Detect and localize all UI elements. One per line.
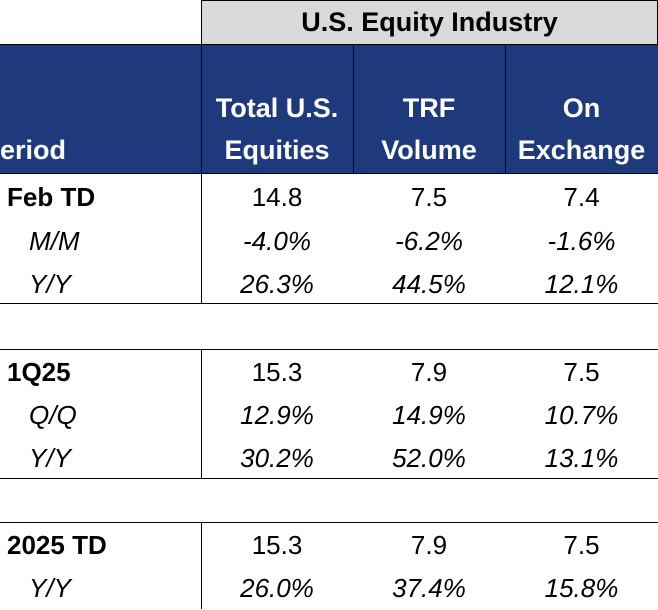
- trf-volume-value: 44.5%: [392, 268, 466, 299]
- row-label: Y/Y: [29, 572, 71, 603]
- total-equities-value: 26.0%: [240, 572, 314, 603]
- row-divider: [201, 522, 202, 609]
- on-exchange-value: -1.6%: [547, 225, 616, 256]
- row-label: Feb TD: [7, 181, 96, 212]
- column-header-total-equities: Total U.S. Equities: [215, 93, 339, 165]
- column-header-period: eriod: [0, 135, 67, 165]
- total-equities-value: 12.9%: [240, 399, 314, 430]
- on-exchange-value: 7.5: [563, 529, 600, 560]
- total-equities-value: 15.3: [251, 356, 303, 387]
- row-label: 2025 TD: [7, 529, 107, 560]
- header-divider: [353, 44, 354, 174]
- total-equities-value: 26.3%: [240, 268, 314, 299]
- total-equities-value: 14.8: [251, 181, 303, 212]
- trf-volume-value: -6.2%: [395, 225, 463, 256]
- on-exchange-value: 15.8%: [544, 572, 619, 603]
- group-top-border: [0, 522, 658, 523]
- total-equities-value: -4.0%: [243, 225, 311, 256]
- trf-volume-value: 7.5: [410, 181, 448, 212]
- on-exchange-value: 10.7%: [544, 399, 619, 430]
- on-exchange-value: 12.1%: [544, 268, 619, 299]
- group-bottom-border: [0, 478, 658, 479]
- row-label: Q/Q: [29, 399, 77, 430]
- column-header-band: [0, 44, 658, 174]
- header-divider: [201, 0, 202, 174]
- column-header-trf-volume: TRF Volume: [381, 93, 477, 165]
- on-exchange-value: 13.1%: [544, 442, 619, 473]
- group-bottom-border: [0, 303, 658, 304]
- total-equities-value: 15.3: [251, 529, 303, 560]
- trf-volume-value: 37.4%: [392, 572, 466, 603]
- on-exchange-value: 7.5: [563, 356, 600, 387]
- trf-volume-value: 52.0%: [392, 442, 466, 473]
- header-divider: [505, 44, 506, 174]
- trf-volume-value: 7.9: [410, 529, 448, 560]
- row-label: 1Q25: [7, 356, 71, 387]
- on-exchange-value: 7.4: [563, 181, 600, 212]
- trf-volume-value: 7.9: [410, 356, 448, 387]
- column-header-on-exchange: On Exchange: [517, 93, 646, 165]
- row-label: Y/Y: [29, 442, 71, 473]
- row-divider: [201, 174, 202, 304]
- row-label: Y/Y: [29, 268, 71, 299]
- industry-header: U.S. Equity Industry: [201, 0, 658, 44]
- total-equities-value: 30.2%: [240, 442, 314, 473]
- group-top-border: [0, 349, 658, 350]
- trf-volume-value: 14.9%: [392, 399, 466, 430]
- row-label: M/M: [29, 225, 80, 256]
- row-divider: [201, 349, 202, 479]
